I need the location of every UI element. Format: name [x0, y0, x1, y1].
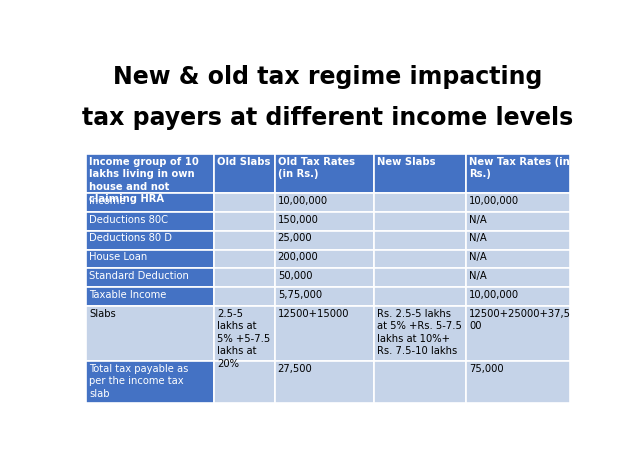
- Text: N/A: N/A: [469, 215, 486, 224]
- Text: 50,000: 50,000: [278, 271, 312, 281]
- Text: Income group of 10
lakhs living in own
house and not
claiming HRA: Income group of 10 lakhs living in own h…: [89, 157, 198, 204]
- Text: 150,000: 150,000: [278, 215, 319, 224]
- Bar: [374, 361, 466, 403]
- Bar: [275, 193, 374, 212]
- Bar: [86, 231, 214, 250]
- Bar: [214, 361, 275, 403]
- Text: 200,000: 200,000: [278, 252, 319, 262]
- Bar: [466, 154, 570, 193]
- Text: 12500+25000+37,5
00: 12500+25000+37,5 00: [469, 309, 571, 331]
- Text: N/A: N/A: [469, 234, 486, 244]
- Bar: [374, 212, 466, 231]
- Bar: [466, 193, 570, 212]
- Bar: [214, 154, 275, 193]
- Bar: [86, 250, 214, 268]
- Bar: [275, 287, 374, 306]
- Bar: [275, 154, 374, 193]
- Text: 10,00,000: 10,00,000: [469, 196, 519, 206]
- Text: New Slabs: New Slabs: [377, 157, 435, 167]
- Bar: [86, 268, 214, 287]
- Text: New & old tax regime impacting: New & old tax regime impacting: [113, 65, 543, 90]
- Bar: [466, 212, 570, 231]
- Text: New Tax Rates (in
Rs.): New Tax Rates (in Rs.): [469, 157, 570, 179]
- Text: Deductions 80 D: Deductions 80 D: [89, 234, 172, 244]
- Bar: [214, 268, 275, 287]
- Bar: [86, 212, 214, 231]
- Bar: [86, 306, 214, 361]
- Bar: [214, 287, 275, 306]
- Text: 10,00,000: 10,00,000: [469, 290, 519, 300]
- Text: 25,000: 25,000: [278, 234, 312, 244]
- Text: Income: Income: [89, 196, 125, 206]
- Text: Deductions 80C: Deductions 80C: [89, 215, 168, 224]
- Text: 12500+15000: 12500+15000: [278, 309, 349, 319]
- Text: 27,500: 27,500: [278, 364, 312, 374]
- Bar: [466, 268, 570, 287]
- Text: Old Slabs: Old Slabs: [217, 157, 271, 167]
- Bar: [275, 231, 374, 250]
- Text: 75,000: 75,000: [469, 364, 504, 374]
- Bar: [374, 306, 466, 361]
- Bar: [374, 154, 466, 193]
- Bar: [275, 250, 374, 268]
- Bar: [374, 268, 466, 287]
- Text: Rs. 2.5-5 lakhs
at 5% +Rs. 5-7.5
lakhs at 10%+
Rs. 7.5-10 lakhs: Rs. 2.5-5 lakhs at 5% +Rs. 5-7.5 lakhs a…: [377, 309, 462, 356]
- Bar: [214, 212, 275, 231]
- Bar: [374, 193, 466, 212]
- Text: 5,75,000: 5,75,000: [278, 290, 322, 300]
- Bar: [275, 268, 374, 287]
- Text: Taxable Income: Taxable Income: [89, 290, 166, 300]
- Bar: [214, 231, 275, 250]
- Bar: [466, 361, 570, 403]
- Bar: [86, 193, 214, 212]
- Bar: [374, 250, 466, 268]
- Bar: [374, 287, 466, 306]
- Bar: [214, 193, 275, 212]
- Text: 2.5-5
lakhs at
5% +5-7.5
lakhs at
20%: 2.5-5 lakhs at 5% +5-7.5 lakhs at 20%: [217, 309, 271, 369]
- Bar: [275, 306, 374, 361]
- Text: Slabs: Slabs: [89, 309, 116, 319]
- Bar: [275, 361, 374, 403]
- Text: 10,00,000: 10,00,000: [278, 196, 328, 206]
- Bar: [86, 287, 214, 306]
- Bar: [466, 231, 570, 250]
- Text: Old Tax Rates
(in Rs.): Old Tax Rates (in Rs.): [278, 157, 355, 179]
- Bar: [466, 306, 570, 361]
- Text: Standard Deduction: Standard Deduction: [89, 271, 189, 281]
- Bar: [466, 250, 570, 268]
- Bar: [86, 361, 214, 403]
- Bar: [466, 287, 570, 306]
- Text: N/A: N/A: [469, 252, 486, 262]
- Bar: [86, 154, 214, 193]
- Text: House Loan: House Loan: [89, 252, 147, 262]
- Text: tax payers at different income levels: tax payers at different income levels: [83, 106, 573, 130]
- Bar: [214, 306, 275, 361]
- Bar: [214, 250, 275, 268]
- Bar: [275, 212, 374, 231]
- Text: N/A: N/A: [469, 271, 486, 281]
- Text: Total tax payable as
per the income tax
slab: Total tax payable as per the income tax …: [89, 364, 188, 399]
- Bar: [374, 231, 466, 250]
